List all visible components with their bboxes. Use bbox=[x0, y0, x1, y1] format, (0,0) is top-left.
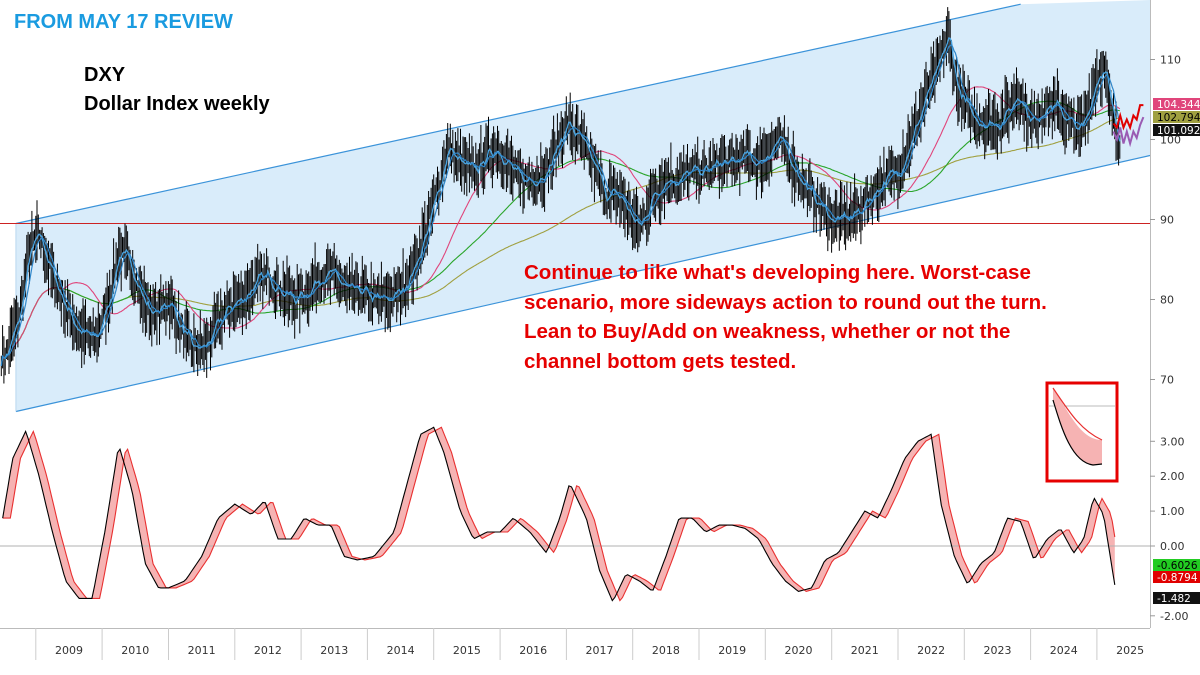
highlight-osc-line bbox=[1052, 399, 1103, 466]
osc-y-tick-label: 1.00 bbox=[1160, 505, 1185, 518]
osc-value-tag-label: -1.482 bbox=[1157, 593, 1191, 605]
x-tick-label: 2022 bbox=[917, 644, 945, 657]
highlight-signal-line bbox=[1052, 387, 1103, 441]
price-tag bbox=[1153, 111, 1200, 123]
x-tick-label: 2023 bbox=[984, 644, 1012, 657]
x-tick-label: 2009 bbox=[55, 644, 83, 657]
x-tick-label: 2010 bbox=[121, 644, 149, 657]
annotation-line: scenario, more sideways action to round … bbox=[524, 290, 1047, 314]
osc-value-tag bbox=[1153, 592, 1200, 604]
x-tick-label: 2016 bbox=[519, 644, 547, 657]
price-tag bbox=[1153, 98, 1200, 110]
ema-fast-line bbox=[0, 37, 1121, 366]
osc-value-tag bbox=[1153, 559, 1200, 571]
x-tick-label: 2015 bbox=[453, 644, 481, 657]
osc-y-tick-label: 0.00 bbox=[1160, 540, 1185, 553]
ma-200-line bbox=[0, 117, 1120, 366]
osc-y-tick-label: 2.00 bbox=[1160, 470, 1185, 483]
ma-50-line bbox=[0, 86, 1121, 366]
x-tick-label: 2024 bbox=[1050, 644, 1078, 657]
ema-mid-line bbox=[0, 44, 1121, 366]
x-tick-label: 2012 bbox=[254, 644, 282, 657]
oscillator-fill bbox=[2, 427, 1115, 601]
y-tick-label: 90 bbox=[1160, 214, 1174, 227]
annotation-text: Continue to like what's developing here.… bbox=[524, 258, 1047, 376]
x-tick-label: 2025 bbox=[1116, 644, 1144, 657]
ma-100-line bbox=[0, 100, 1120, 366]
annotation-line: Lean to Buy/Add on weakness, whether or … bbox=[524, 320, 1011, 343]
x-tick-label: 2011 bbox=[188, 644, 216, 657]
symbol-title: DXY bbox=[84, 64, 126, 86]
channel-lower-line bbox=[15, 154, 1151, 413]
annotation-line: channel bottom gets tested. bbox=[524, 349, 797, 373]
osc-value-tag bbox=[1153, 571, 1200, 583]
x-tick-label: 2018 bbox=[652, 644, 680, 657]
plot-layer bbox=[0, 0, 1151, 602]
price-tag bbox=[1153, 124, 1200, 136]
oscillator-signal-line bbox=[2, 426, 1116, 602]
review-label: FROM MAY 17 REVIEW bbox=[14, 11, 233, 33]
price-tag-label: 102.794 bbox=[1157, 112, 1200, 124]
annotation-line: Continue to like what's developing here.… bbox=[524, 261, 1031, 284]
projection-red-line bbox=[1112, 104, 1144, 131]
price-tag-label: 104.344 bbox=[1157, 99, 1200, 111]
projection-purple-line bbox=[1112, 116, 1145, 148]
x-tick-label: 2020 bbox=[785, 644, 813, 657]
osc-y-tick-label: 3.00 bbox=[1160, 435, 1185, 448]
x-tick-label: 2017 bbox=[586, 644, 614, 657]
axis-layer: 2009 2010 2011 2012 2013 2014 2015 2016 2017 2018… bbox=[0, 0, 1200, 660]
x-tick-label: 2013 bbox=[320, 644, 348, 657]
chart-subtitle: Dollar Index weekly bbox=[84, 93, 270, 115]
osc-value-tag-label: -0.8794 bbox=[1157, 572, 1198, 584]
y-tick-label: 100 bbox=[1160, 134, 1181, 147]
oscillator-line bbox=[2, 426, 1116, 602]
x-tick-label: 2019 bbox=[718, 644, 746, 657]
y-tick-label: 110 bbox=[1160, 54, 1181, 67]
x-tick-label: 2021 bbox=[851, 644, 879, 657]
channel-upper-line bbox=[15, 3, 1021, 225]
y-tick-label: 70 bbox=[1160, 374, 1174, 387]
price-tag-label: 101.092 bbox=[1157, 125, 1200, 137]
x-tick-label: 2014 bbox=[387, 644, 415, 657]
osc-y-tick-label: -2.00 bbox=[1160, 610, 1188, 623]
osc-value-tag-label: -0.6026 bbox=[1157, 560, 1198, 572]
highlight-fill bbox=[1053, 388, 1102, 465]
y-tick-label: 80 bbox=[1160, 294, 1174, 307]
